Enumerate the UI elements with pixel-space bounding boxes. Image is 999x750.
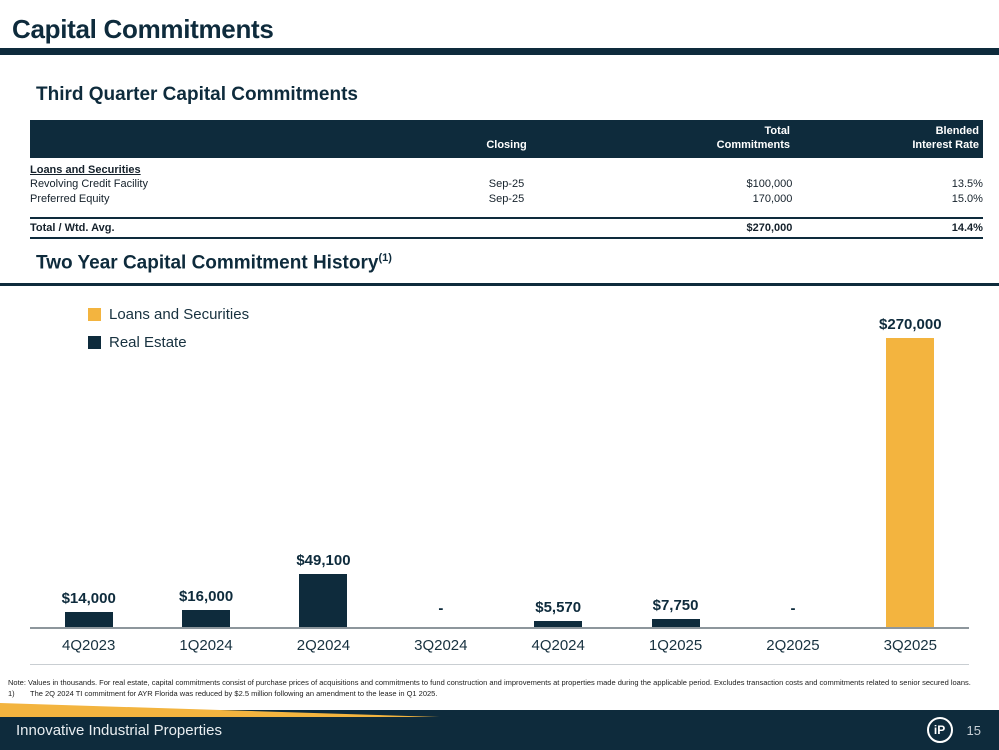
- chart-column: -: [734, 600, 851, 627]
- chart-column: -: [382, 600, 499, 627]
- legend-swatch-real-estate-icon: [88, 336, 101, 349]
- chart-column: $49,100: [265, 552, 382, 627]
- bar: [651, 619, 700, 627]
- chart-column: $16,000: [147, 588, 264, 627]
- x-axis-label: 3Q2024: [414, 637, 468, 654]
- table-header-row: Closing Total Commitments Blended Intere…: [30, 120, 983, 158]
- footer-right: iP 15: [926, 710, 981, 750]
- history-heading-text: Two Year Capital Commitment History: [36, 252, 379, 274]
- bar-value-label: -: [438, 600, 444, 617]
- header-rate-line1: Blended: [935, 125, 979, 137]
- bar: [534, 621, 583, 627]
- bar-value-label: $270,000: [879, 316, 942, 333]
- iip-logo-icon: iP: [926, 717, 953, 743]
- x-axis-label: 1Q2025: [648, 637, 703, 654]
- row-rate: 15.0%: [951, 193, 983, 206]
- table-total-row: Total / Wtd. Avg. $270,000 14.4%: [30, 217, 983, 239]
- bar-value-label: $14,000: [61, 590, 116, 607]
- iip-logo-text: iP: [933, 723, 946, 737]
- bar: [182, 610, 231, 627]
- history-heading-footnote-ref: (1): [378, 252, 392, 264]
- header-total-line2: Commitments: [716, 138, 790, 151]
- footer: Innovative Industrial Properties iP 15: [0, 703, 999, 750]
- x-axis-label: 2Q2024: [296, 637, 351, 654]
- row-label: Revolving Credit Facility: [30, 177, 148, 190]
- legend-label-loans: Loans and Securities: [109, 306, 250, 323]
- chart-legend: Loans and Securities Real Estate: [88, 306, 249, 351]
- bar-value-label: -: [790, 600, 796, 617]
- row-closing: Sep-25: [488, 177, 525, 190]
- x-axis-label: 1Q2024: [179, 637, 233, 654]
- title-divider: [0, 48, 999, 55]
- bar-value-label: $5,570: [535, 599, 582, 616]
- x-axis-label: 2Q2025: [766, 637, 820, 654]
- bar-value-label: $49,100: [296, 552, 351, 569]
- header-total-commitments: Total Commitments: [601, 125, 790, 153]
- x-axis-label: 4Q2024: [531, 637, 585, 654]
- chart-column: $7,750: [617, 597, 734, 627]
- footnotes: Note: Values in thousands. For real esta…: [8, 678, 993, 700]
- row-total: 170,000: [752, 193, 793, 206]
- chart-categories: 4Q2023 1Q2024 2Q2024 3Q2024 4Q2024 1Q2025 2Q20…: [30, 627, 969, 665]
- group-label: Loans and Securities: [30, 163, 141, 176]
- legend-item-loans: Loans and Securities: [88, 306, 249, 323]
- table-row: Revolving Credit Facility Sep-25 $100,00…: [30, 178, 983, 192]
- chart-divider: [0, 283, 999, 286]
- page-title: Capital Commitments: [12, 14, 274, 44]
- row-label: Preferred Equity: [30, 193, 110, 206]
- chart-column: $270,000: [852, 316, 969, 627]
- header-rate-line2: Interest Rate: [912, 138, 979, 151]
- bar: [886, 338, 935, 627]
- header-total-line1: Total: [764, 125, 790, 137]
- footnote-note: Note: Values in thousands. For real esta…: [8, 678, 971, 687]
- table-row: Preferred Equity Sep-25 170,000 15.0%: [30, 193, 983, 207]
- bar-value-label: $16,000: [178, 588, 234, 605]
- total-label: Total / Wtd. Avg.: [30, 222, 115, 234]
- legend-item-real-estate: Real Estate: [88, 334, 249, 351]
- section-heading-commitments: Third Quarter Capital Commitments: [36, 84, 358, 105]
- footer-brand: Innovative Industrial Properties: [16, 721, 222, 739]
- chart-column: $14,000: [30, 590, 147, 627]
- bar-value-label: $7,750: [652, 597, 699, 614]
- chart-plot: $14,000 $16,000 $49,100 - $5,570 $7,750 - $270,…: [30, 286, 969, 627]
- footnote-1-marker: 1): [8, 688, 15, 698]
- x-axis-label: 4Q2023: [61, 637, 116, 654]
- table-group-row: Loans and Securities: [30, 164, 983, 176]
- bar-chart: Loans and Securities Real Estate $14,000…: [30, 286, 969, 665]
- legend-label-real-estate: Real Estate: [109, 334, 187, 351]
- bar: [299, 574, 348, 627]
- total-rate: 14.4%: [951, 222, 983, 234]
- footnote-1-text: The 2Q 2024 TI commitment for AYR Florid…: [30, 688, 438, 698]
- bar: [64, 612, 113, 627]
- page-number: 15: [966, 722, 981, 738]
- header-blended-rate: Blended Interest Rate: [790, 125, 979, 153]
- chart-column: $5,570: [500, 599, 617, 627]
- row-closing: Sep-25: [488, 193, 525, 206]
- row-rate: 13.5%: [951, 177, 983, 190]
- total-amount: $270,000: [746, 222, 793, 234]
- legend-swatch-loans-icon: [88, 308, 101, 321]
- x-axis-label: 3Q2025: [883, 637, 937, 654]
- footnote-1: 1) The 2Q 2024 TI commitment for AYR Flo…: [8, 689, 993, 700]
- commitments-table: Closing Total Commitments Blended Intere…: [30, 120, 983, 239]
- header-closing: Closing: [486, 138, 527, 151]
- row-total: $100,000: [746, 177, 793, 190]
- section-heading-history: Two Year Capital Commitment History(1): [36, 252, 392, 274]
